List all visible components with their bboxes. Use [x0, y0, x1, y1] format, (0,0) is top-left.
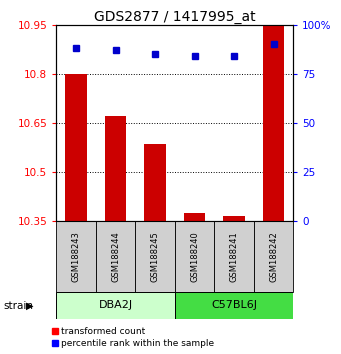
Bar [175, 292, 293, 319]
Bar [96, 221, 135, 292]
Bar [56, 292, 175, 319]
Bar [135, 221, 175, 292]
Text: GSM188242: GSM188242 [269, 231, 278, 282]
Bar [175, 221, 214, 292]
Bar [214, 221, 254, 292]
Text: GSM188243: GSM188243 [72, 231, 80, 282]
Bar [223, 216, 245, 221]
Text: C57BL6J: C57BL6J [211, 300, 257, 310]
Text: strain: strain [3, 301, 33, 310]
Bar [105, 116, 127, 221]
Text: ▶: ▶ [26, 301, 33, 310]
Legend: transformed count, percentile rank within the sample: transformed count, percentile rank withi… [52, 327, 214, 348]
Bar [56, 221, 96, 292]
Bar [254, 221, 293, 292]
Bar [184, 213, 205, 221]
Title: GDS2877 / 1417995_at: GDS2877 / 1417995_at [94, 10, 255, 24]
Bar [144, 144, 166, 221]
Text: DBA2J: DBA2J [99, 300, 133, 310]
Text: GSM188244: GSM188244 [111, 231, 120, 282]
Text: GSM188240: GSM188240 [190, 231, 199, 282]
Bar [65, 74, 87, 221]
Text: GSM188241: GSM188241 [229, 231, 238, 282]
Text: GSM188245: GSM188245 [150, 231, 160, 282]
Bar [263, 25, 284, 221]
